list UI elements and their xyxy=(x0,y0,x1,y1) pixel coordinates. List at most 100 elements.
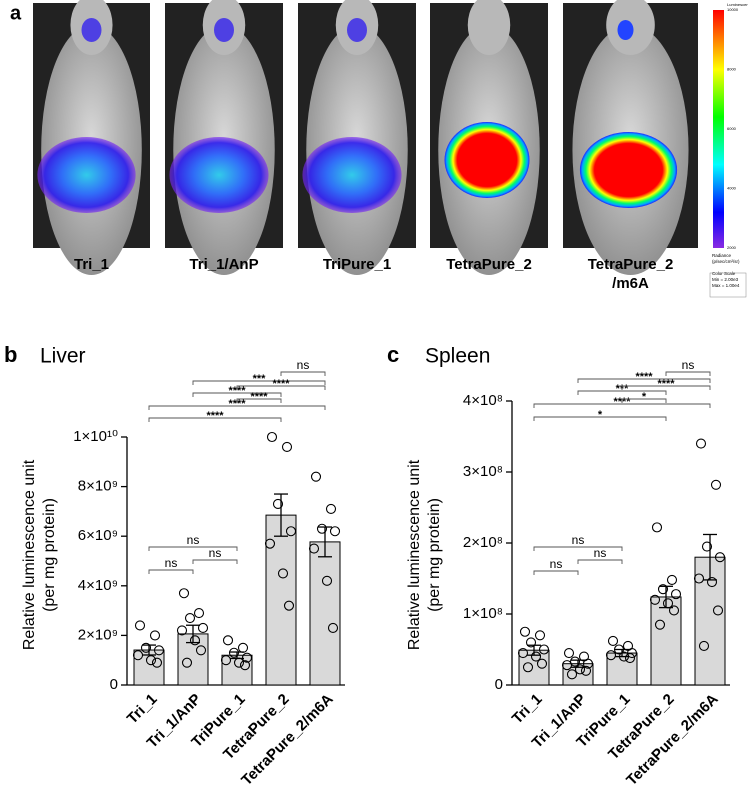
data-point xyxy=(184,612,196,624)
colorbar-note: Min = 2.00e3 xyxy=(712,277,739,282)
data-point xyxy=(710,479,722,490)
significance-label: ns xyxy=(682,358,695,372)
significance-label: ns xyxy=(297,358,310,372)
colorbar-box xyxy=(709,272,747,298)
data-point xyxy=(706,576,718,588)
significance-label: ns xyxy=(187,533,200,547)
significance-label: **** xyxy=(228,385,246,397)
significance-bracket xyxy=(192,559,238,564)
data-point xyxy=(239,660,251,671)
data-point xyxy=(668,605,680,616)
chart-title: Liver xyxy=(40,345,86,368)
data-point xyxy=(266,431,278,443)
data-point xyxy=(325,503,337,514)
data-point xyxy=(624,652,636,664)
significance-label: **** xyxy=(657,378,675,390)
signal xyxy=(617,20,634,40)
data-point xyxy=(193,608,205,619)
y-tick-label: 4×10⁹ xyxy=(78,577,118,594)
x-tick-label: Tri_1 xyxy=(124,691,161,728)
image-label: Tri_1 xyxy=(74,256,109,273)
significance-bracket xyxy=(148,405,326,410)
data-point xyxy=(605,650,617,661)
colorbar-note: (p/sec/cm²/sr) xyxy=(712,259,740,264)
signal xyxy=(81,18,102,42)
y-tick-label: 2×10⁹ xyxy=(78,626,118,643)
mouse-images: Tri_1 Tri_1/AnP TriPure_1 TetraPure_2 TetraP… xyxy=(33,0,748,298)
significance-label: ns xyxy=(550,557,563,571)
significance-label: **** xyxy=(206,410,224,422)
significance-bracket xyxy=(236,398,282,403)
data-point xyxy=(693,573,705,584)
colorbar-note: Radiance xyxy=(712,253,732,258)
data-point xyxy=(666,574,678,585)
panel-letter: a xyxy=(10,2,22,24)
colorbar-title: Luminescence xyxy=(727,2,748,7)
data-point xyxy=(281,441,293,452)
y-tick-label: 6×10⁹ xyxy=(78,527,118,544)
data-point xyxy=(181,657,193,668)
signal xyxy=(444,122,530,198)
significance-label: * xyxy=(642,391,647,403)
significance-bracket xyxy=(148,417,282,422)
colorbar-tick: 2000 xyxy=(727,245,737,250)
y-tick-label: 3×10⁸ xyxy=(463,463,503,480)
data-point xyxy=(695,438,707,449)
significance-label: ns xyxy=(572,533,585,547)
data-point xyxy=(145,655,157,666)
data-point xyxy=(574,664,586,675)
data-point xyxy=(151,657,163,668)
data-point xyxy=(613,644,625,655)
data-point xyxy=(566,669,578,680)
signal xyxy=(214,18,234,42)
data-point xyxy=(654,619,666,630)
data-point xyxy=(712,605,724,616)
data-point xyxy=(153,645,165,656)
data-point xyxy=(329,526,341,537)
significance-bracket xyxy=(577,390,667,395)
y-axis-label: (per mg protein) xyxy=(41,498,58,612)
data-point xyxy=(580,665,592,676)
significance-bracket xyxy=(533,570,579,575)
data-point xyxy=(220,655,232,666)
bar xyxy=(265,514,297,686)
data-point xyxy=(670,589,682,600)
data-point xyxy=(134,620,146,631)
y-tick-label: 8×10⁹ xyxy=(78,478,118,495)
colorbar-tick: 4000 xyxy=(727,186,737,191)
image-label: Tri_1/AnP xyxy=(189,256,258,273)
significance-bracket xyxy=(533,546,623,551)
chart-title: Spleen xyxy=(425,345,490,368)
data-point xyxy=(522,662,534,673)
colorbar-note: Color Scale xyxy=(712,271,736,276)
data-point xyxy=(701,541,713,552)
significance-bracket xyxy=(621,398,667,403)
image-label: /m6A xyxy=(612,275,649,292)
image-label: TriPure_1 xyxy=(323,256,391,273)
data-point xyxy=(561,660,573,671)
bar xyxy=(221,654,253,686)
y-tick-label: 1×10¹⁰ xyxy=(73,428,118,445)
significance-bracket xyxy=(236,385,326,390)
data-point xyxy=(233,657,245,668)
significance-label: **** xyxy=(250,391,268,403)
data-point xyxy=(277,568,289,579)
data-point xyxy=(662,598,674,609)
colorbar-note: Max = 1.00e4 xyxy=(712,283,740,288)
y-axis-label: Relative luminescence unit xyxy=(406,459,423,650)
data-point xyxy=(519,626,531,637)
data-point xyxy=(316,523,328,534)
x-tick-label: Tri_1 xyxy=(509,691,546,728)
data-point xyxy=(714,552,726,563)
y-tick-label: 0 xyxy=(110,676,118,693)
data-point xyxy=(310,471,322,482)
data-point xyxy=(264,538,276,549)
data-point xyxy=(132,650,144,661)
y-axis-label: (per mg protein) xyxy=(426,498,443,612)
data-point xyxy=(530,651,542,662)
bar xyxy=(650,596,682,686)
data-point xyxy=(195,645,207,656)
data-point xyxy=(538,644,550,655)
